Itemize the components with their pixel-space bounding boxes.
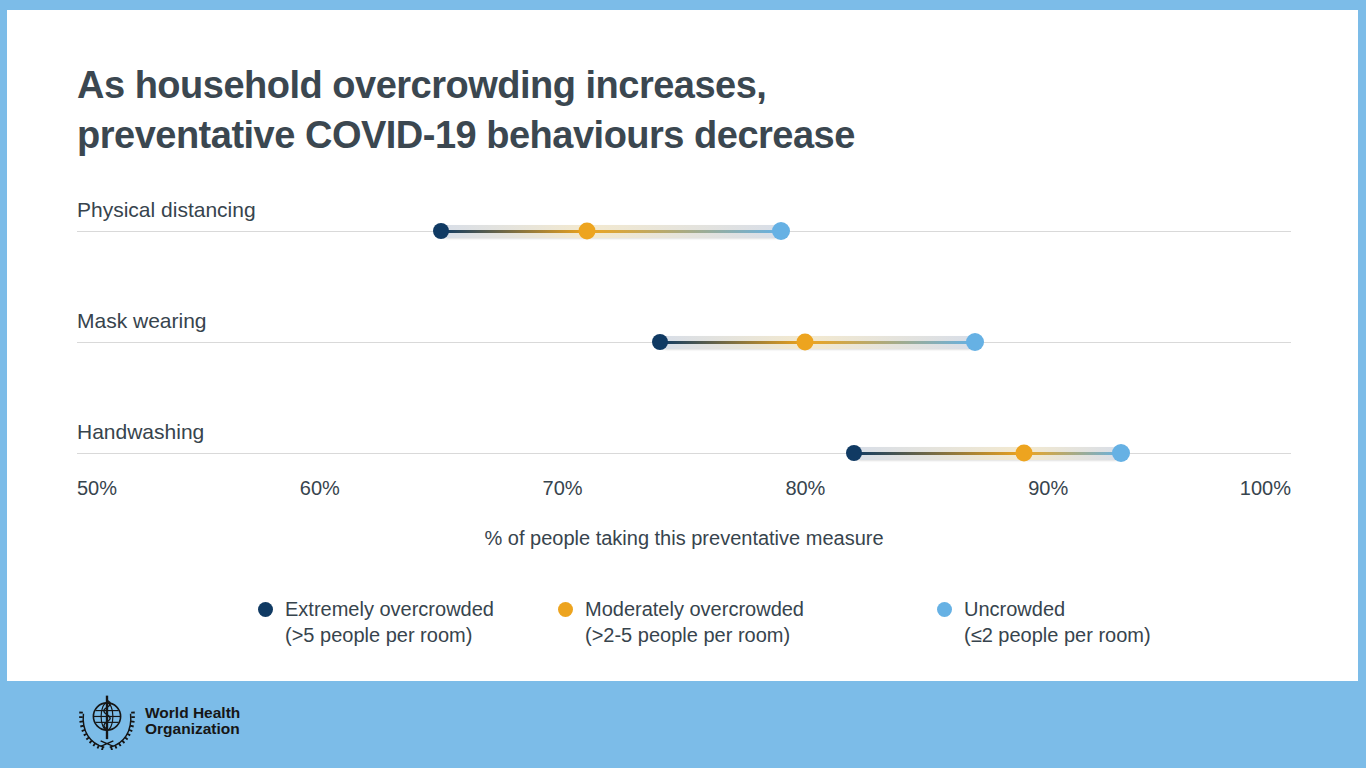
category-label: Physical distancing [77,198,256,222]
legend-label: Uncrowded [964,596,1151,622]
category-label: Mask wearing [77,309,207,333]
x-axis-ticks: 50% 60% 70% 80% 90% 100% [77,477,1291,503]
who-emblem-icon [78,692,136,750]
x-tick-label: 50% [77,477,117,500]
who-wordmark: World Health Organization [145,705,240,738]
dot-moderately-overcrowded [1015,445,1032,462]
page-title-line1: As household overcrowding increases, [77,60,1307,110]
dot-extremely-overcrowded [652,334,668,350]
legend-item: Moderately overcrowded(>2-5 people per r… [558,596,804,648]
legend-dot-icon [937,602,952,617]
page-title: As household overcrowding increases, pre… [77,60,1307,160]
connector-line [441,230,781,233]
x-tick-label: 80% [785,477,825,500]
dot-extremely-overcrowded [846,445,862,461]
legend-item: Uncrowded(≤2 people per room) [937,596,1151,648]
page-title-line2: preventative COVID-19 behaviours decreas… [77,110,1307,160]
who-wordmark-line2: Organization [145,721,240,738]
legend-sublabel: (>5 people per room) [285,622,494,648]
legend-label: Extremely overcrowded [285,596,494,622]
who-wordmark-line1: World Health [145,705,240,722]
dot-uncrowded [772,222,790,240]
chart-legend: Extremely overcrowded(>5 people per room… [7,596,1358,666]
legend-dot-icon [558,602,573,617]
x-tick-label: 100% [1240,477,1291,500]
dot-moderately-overcrowded [578,223,595,240]
dot-extremely-overcrowded [433,223,449,239]
dot-moderately-overcrowded [797,334,814,351]
dumbbell-chart: Physical distancingMask wearingHandwashi… [77,231,1291,471]
legend-text: Moderately overcrowded(>2-5 people per r… [585,596,804,648]
dot-uncrowded [1112,444,1130,462]
x-tick-label: 70% [543,477,583,500]
x-tick-label: 90% [1028,477,1068,500]
legend-sublabel: (>2-5 people per room) [585,622,804,648]
x-tick-label: 60% [300,477,340,500]
legend-sublabel: (≤2 people per room) [964,622,1151,648]
category-label: Handwashing [77,420,204,444]
connector-line [660,341,976,344]
dot-uncrowded [966,333,984,351]
legend-dot-icon [258,602,273,617]
legend-text: Uncrowded(≤2 people per room) [964,596,1151,648]
connector-line [854,452,1121,455]
chart-panel: As household overcrowding increases, pre… [7,10,1358,681]
infographic-page: { "title": { "line1": "As household over… [0,0,1366,768]
x-axis-label: % of people taking this preventative mea… [77,527,1291,550]
legend-label: Moderately overcrowded [585,596,804,622]
legend-item: Extremely overcrowded(>5 people per room… [258,596,494,648]
legend-text: Extremely overcrowded(>5 people per room… [285,596,494,648]
who-logo: World Health Organization [78,692,240,750]
